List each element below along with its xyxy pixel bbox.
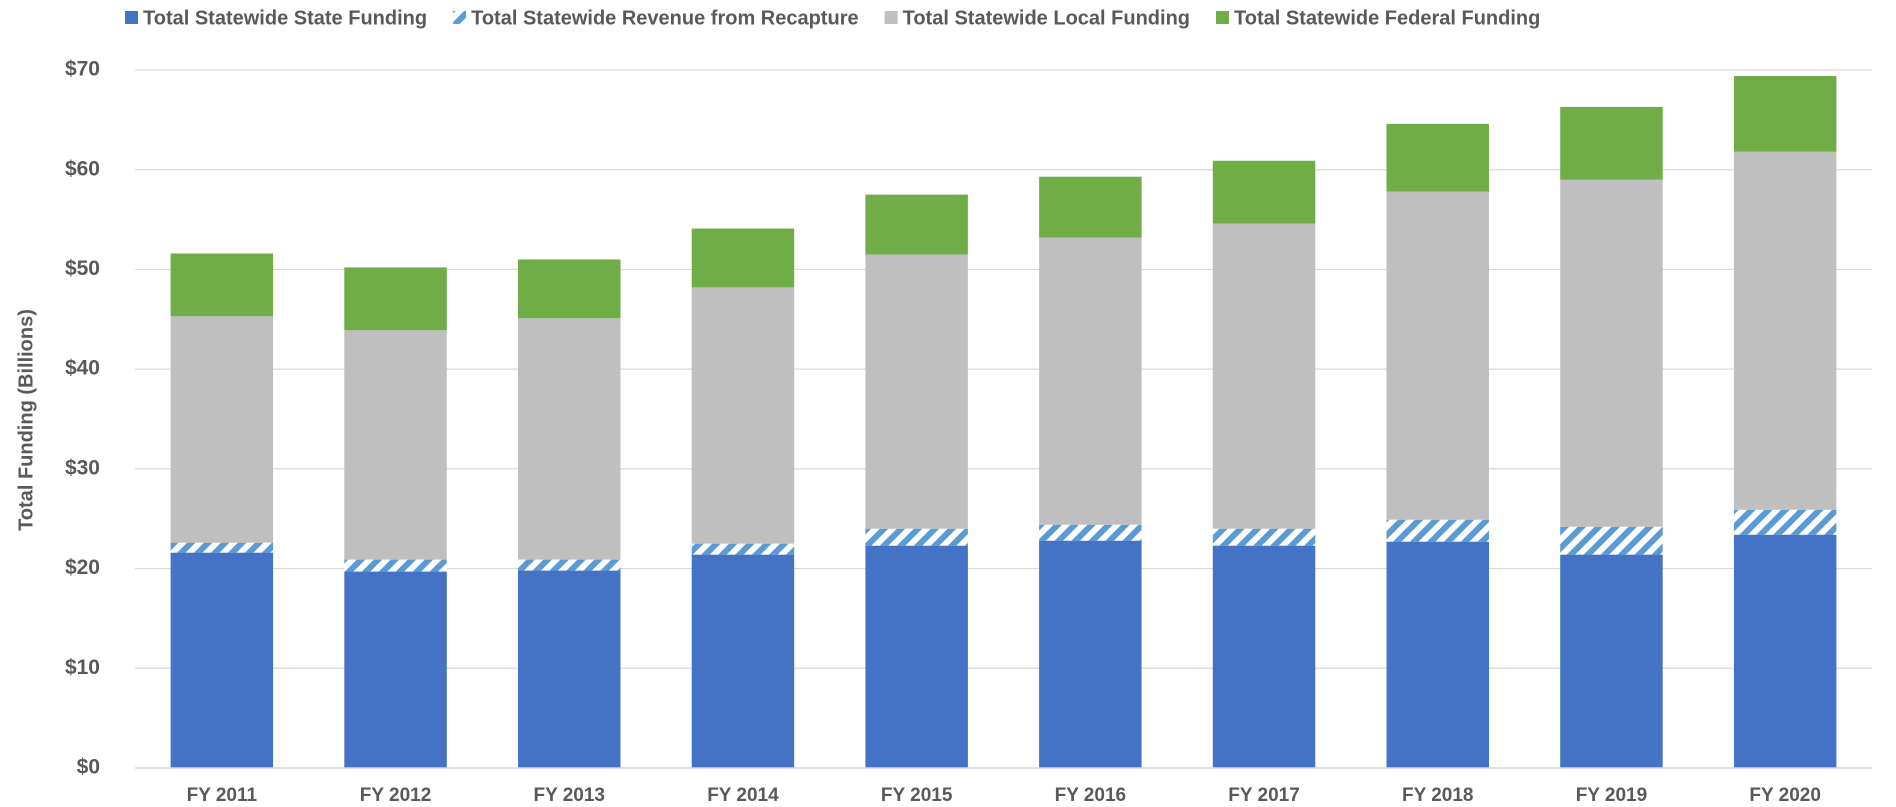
- x-tick-label: FY 2014: [707, 785, 779, 806]
- x-tick-label: FY 2018: [1402, 785, 1473, 806]
- y-tick-label: $40: [65, 357, 100, 380]
- legend-swatch: [1216, 11, 1230, 24]
- x-tick-label: FY 2016: [1055, 785, 1126, 806]
- bar-segment: [1039, 237, 1142, 525]
- legend-label: Total Statewide Revenue from Recapture: [471, 7, 859, 29]
- bar-segment: [1386, 519, 1489, 542]
- bar-segment: [344, 330, 447, 560]
- bar-segment: [170, 316, 274, 543]
- bar-segment: [691, 287, 795, 544]
- bar-segment: [1733, 75, 1837, 152]
- bar-segment: [865, 528, 968, 546]
- bar-segment: [1212, 545, 1316, 768]
- bar-segment: [691, 228, 795, 288]
- bar-segment: [1733, 151, 1837, 510]
- bar-segment: [518, 559, 621, 571]
- y-tick-label: $0: [77, 756, 100, 779]
- y-tick-label: $50: [65, 257, 100, 280]
- y-tick-label: $20: [65, 556, 100, 579]
- bar-segment: [865, 545, 968, 768]
- bar-segment: [344, 571, 447, 768]
- bar-segment: [691, 554, 795, 768]
- x-tick-label: FY 2012: [360, 785, 431, 806]
- bar-segment: [170, 253, 274, 317]
- bar-segment: [1386, 191, 1489, 520]
- y-tick-label: $10: [65, 656, 100, 679]
- bar-segment: [1212, 528, 1316, 546]
- bar-segment: [1733, 509, 1837, 535]
- bar-segment: [1560, 106, 1663, 180]
- bar-segment: [1560, 526, 1663, 555]
- bar-segment: [1733, 534, 1837, 768]
- bar-segment: [518, 259, 621, 319]
- legend-label: Total Statewide State Funding: [143, 7, 427, 29]
- bar-segment: [1039, 524, 1142, 541]
- bar-segment: [1212, 160, 1316, 224]
- bar-segment: [691, 543, 795, 555]
- legend-label: Total Statewide Local Funding: [903, 7, 1190, 29]
- legend-swatch: [125, 11, 138, 24]
- x-tick-label: FY 2020: [1749, 785, 1820, 806]
- bar-segment: [1039, 176, 1142, 238]
- bar-segment: [344, 267, 447, 331]
- y-tick-label: $30: [65, 456, 100, 479]
- y-tick-label: $60: [65, 157, 100, 180]
- bar-segment: [170, 542, 274, 553]
- bar-segment: [865, 194, 968, 255]
- bar-segment: [344, 559, 447, 572]
- legend-swatch: [884, 11, 898, 24]
- bar-segment: [1560, 179, 1663, 527]
- y-axis-title: Total Funding (Billions): [15, 309, 37, 531]
- bar-segment: [518, 318, 621, 560]
- bar-segment: [1212, 223, 1316, 529]
- x-tick-label: FY 2013: [534, 785, 605, 806]
- bar-segment: [865, 254, 968, 529]
- x-tick-label: FY 2011: [187, 785, 258, 806]
- x-tick-label: FY 2017: [1228, 785, 1299, 806]
- bar-segment: [170, 552, 274, 768]
- bar-segment: [1386, 123, 1489, 192]
- x-tick-label: FY 2015: [881, 785, 953, 806]
- y-tick-label: $70: [65, 58, 100, 81]
- bar-segment: [1039, 540, 1142, 768]
- legend-label: Total Statewide Federal Funding: [1234, 7, 1540, 29]
- bar-segment: [1560, 554, 1663, 768]
- bar-segment: [518, 570, 621, 768]
- bar-segment: [1386, 541, 1489, 768]
- legend-swatch: [453, 11, 467, 24]
- x-tick-label: FY 2019: [1576, 785, 1647, 806]
